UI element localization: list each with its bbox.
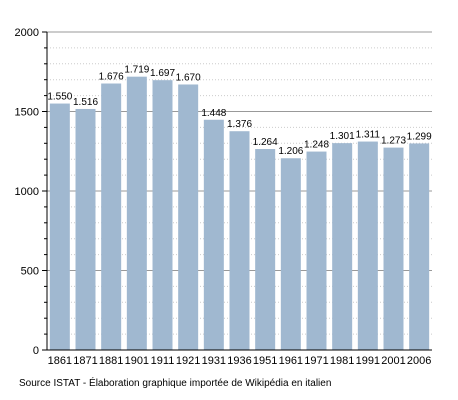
y-tick-label: 1000 — [15, 186, 39, 198]
data-label: 1.311 — [356, 130, 381, 141]
x-tick-label: 1951 — [253, 355, 277, 367]
bar — [203, 119, 224, 350]
y-tick-label: 2000 — [15, 27, 39, 39]
bar — [409, 143, 430, 350]
source-note: Source ISTAT - Élaboration graphique imp… — [19, 378, 332, 389]
bars — [49, 76, 430, 351]
y-tick-label: 0 — [33, 345, 39, 357]
bar — [332, 143, 353, 350]
y-tick-label: 1500 — [15, 107, 39, 119]
data-label: 1.670 — [176, 72, 201, 83]
data-label: 1.299 — [407, 131, 432, 142]
data-label: 1.516 — [73, 97, 98, 108]
y-tick-label: 500 — [21, 266, 39, 278]
axes — [42, 31, 432, 351]
data-label: 1.264 — [253, 137, 278, 148]
data-label: 1.248 — [304, 140, 329, 151]
x-tick-label: 1981 — [330, 355, 354, 367]
bar — [101, 83, 122, 351]
x-tick-label: 1871 — [73, 355, 97, 367]
bar — [152, 80, 173, 350]
data-label: 1.719 — [124, 65, 149, 76]
bar — [126, 76, 147, 350]
data-label: 1.448 — [201, 108, 226, 119]
bar — [229, 131, 250, 350]
data-label: 1.206 — [278, 146, 303, 157]
bar — [306, 151, 327, 350]
x-tick-label: 1931 — [202, 355, 226, 367]
data-label: 1.376 — [227, 119, 252, 130]
bar — [255, 149, 276, 350]
bar — [49, 103, 70, 350]
x-tick-label: 1911 — [151, 355, 175, 367]
data-label: 1.273 — [381, 136, 406, 147]
data-label: 1.697 — [150, 68, 175, 79]
x-tick-label: 2006 — [407, 355, 431, 367]
x-tick-label: 2001 — [381, 355, 405, 367]
bar — [383, 147, 404, 350]
x-tick-label: 1991 — [356, 355, 380, 367]
x-tick-label: 1921 — [176, 355, 200, 367]
x-tick-label: 1961 — [279, 355, 303, 367]
bar — [75, 108, 96, 351]
x-tick-label: 1881 — [99, 355, 123, 367]
bar — [280, 158, 301, 350]
bar — [178, 84, 199, 350]
x-tick-label: 1861 — [48, 355, 72, 367]
data-label: 1.301 — [330, 131, 355, 142]
labels: 05001000150020001.55018611.51618711.6761… — [15, 27, 433, 367]
bar — [357, 141, 378, 350]
x-tick-label: 1971 — [304, 355, 328, 367]
data-label: 1.550 — [47, 92, 72, 103]
data-label: 1.676 — [99, 72, 124, 83]
x-tick-label: 1936 — [227, 355, 251, 367]
x-tick-label: 1901 — [125, 355, 149, 367]
